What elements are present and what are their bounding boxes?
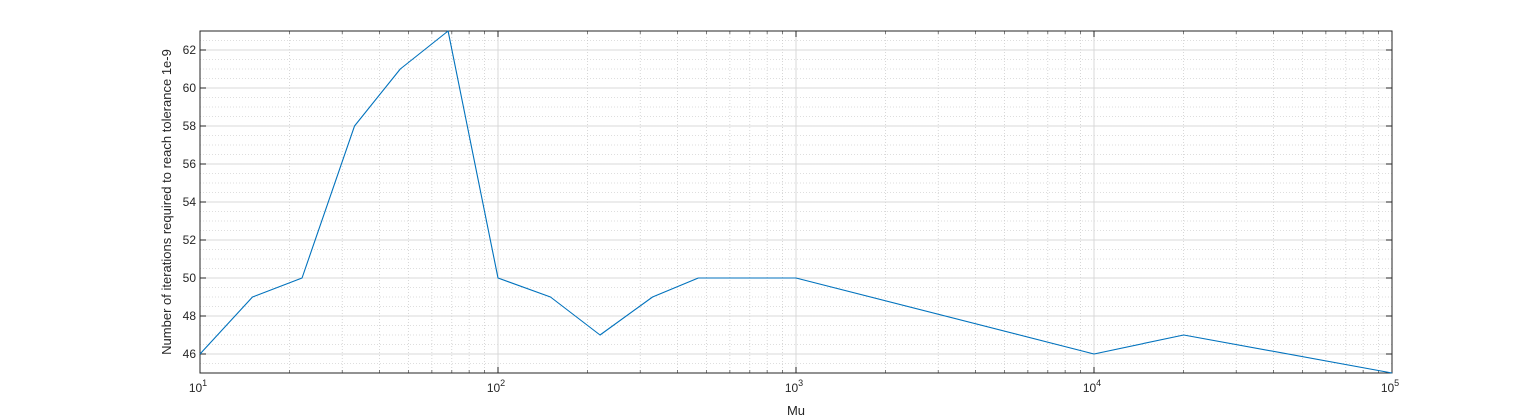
x-tick-base: 10 [785,381,799,395]
y-tick-label: 52 [183,233,197,247]
series-line [199,30,1393,374]
x-tick-base: 10 [1381,381,1395,395]
x-tick-label: 102 [487,378,505,395]
y-tick-label: 48 [183,309,197,323]
y-tick-label: 60 [183,81,197,95]
x-tick-label: 103 [785,378,803,395]
y-tick-label: 58 [183,119,197,133]
x-tick-label: 105 [1381,378,1399,395]
y-tick-label: 56 [183,157,197,171]
x-axis-label: Mu [787,403,805,418]
x-tick-base: 10 [487,381,501,395]
y-tick-label: 50 [183,271,197,285]
axes-box [199,30,1393,374]
x-tick-exponent: 5 [1394,378,1399,388]
y-axis-label: Number of iterations required to reach t… [159,49,174,355]
x-tick-exponent: 4 [1096,378,1101,388]
y-tick-label: 62 [183,43,197,57]
y-tick-label: 46 [183,347,197,361]
x-tick-label: 101 [189,378,207,395]
x-tick-base: 10 [189,381,203,395]
x-tick-base: 10 [1083,381,1097,395]
x-tick-exponent: 1 [202,378,207,388]
y-tick-label: 54 [183,195,197,209]
x-tick-exponent: 3 [798,378,803,388]
x-tick-label: 104 [1083,378,1101,395]
x-tick-exponent: 2 [500,378,505,388]
